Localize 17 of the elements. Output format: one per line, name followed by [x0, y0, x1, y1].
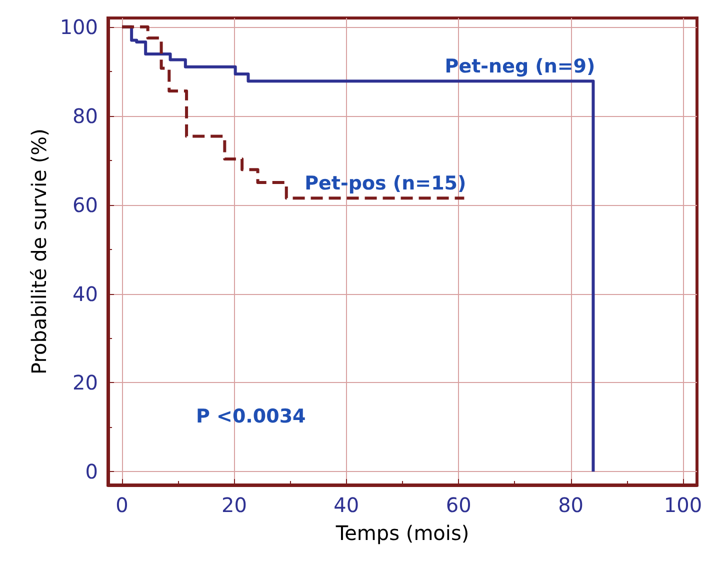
- series-label: Pet-neg (n=9): [444, 56, 596, 78]
- y-tick-label: 40: [72, 282, 98, 306]
- x-tick-label: 80: [558, 493, 584, 517]
- x-tick-label: 0: [116, 493, 128, 517]
- series-label: Pet-pos (n=15): [304, 172, 466, 195]
- y-axis-title: Probabilité de survie (%): [26, 128, 51, 374]
- x-tick-label: 40: [334, 493, 360, 517]
- y-tick-label: 0: [85, 460, 98, 484]
- y-tick-label: 60: [72, 192, 98, 217]
- y-tick-label: 20: [72, 370, 98, 395]
- x-axis-title: Temps (mois): [334, 521, 470, 545]
- y-tick-label: 100: [60, 14, 98, 39]
- y-tick-label: 80: [72, 104, 98, 128]
- x-tick-label: 20: [221, 493, 247, 517]
- annotation: P <0.0034: [196, 406, 306, 428]
- x-tick-label: 60: [446, 493, 472, 517]
- x-tick-label: 100: [664, 493, 702, 517]
